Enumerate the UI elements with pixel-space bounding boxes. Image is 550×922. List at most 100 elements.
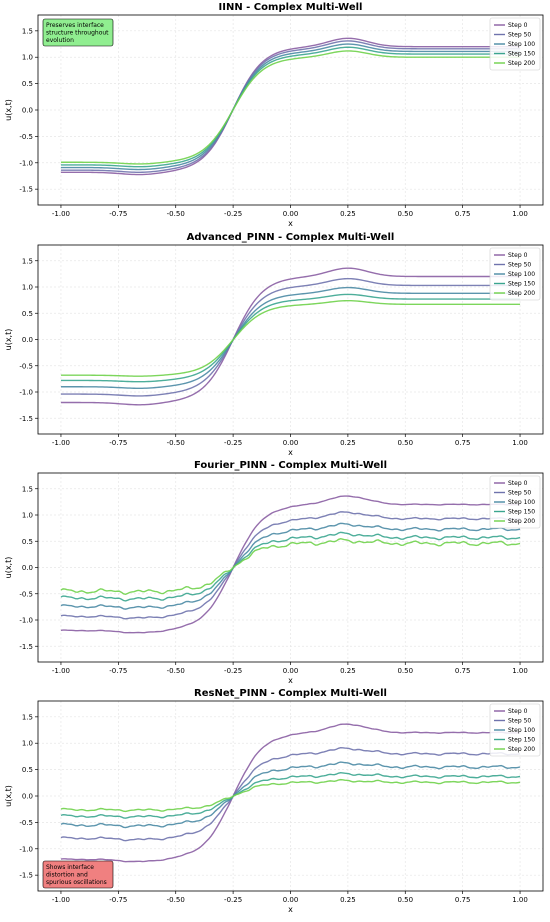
- annotation-text: evolution: [46, 37, 74, 44]
- y-tick-label: -1.5: [19, 186, 33, 194]
- series-line-step-0: [60, 723, 521, 863]
- x-tick-label: 0.25: [340, 896, 356, 904]
- x-tick-label: 0.75: [455, 896, 471, 904]
- legend-label: Step 150: [508, 509, 535, 516]
- x-tick-label: 0.50: [397, 667, 413, 675]
- x-tick-label: 1.00: [512, 896, 528, 904]
- series-line-step-50: [60, 277, 521, 397]
- chart-panel-4: ResNet_PINN - Complex Multi-Well -1.00 -0.…: [4, 688, 544, 914]
- legend-label: Step 150: [508, 51, 535, 58]
- x-axis-label: x: [288, 448, 293, 457]
- x-tick-label: -1.00: [52, 896, 70, 904]
- y-tick-label: -0.5: [19, 819, 33, 827]
- chart-panel-1: IINN - Complex Multi-Well-1.00 -0.75 -0.50…: [4, 2, 544, 228]
- series-line-step-150: [60, 771, 521, 819]
- y-axis-label: u(x,t): [4, 557, 13, 579]
- x-tick-label: 1.00: [512, 439, 528, 447]
- y-tick-label: 1.0: [22, 54, 33, 62]
- y-axis-label: u(x,t): [4, 329, 13, 351]
- x-tick-label: -0.75: [109, 896, 127, 904]
- series-lines: [60, 37, 521, 176]
- x-tick-label: -0.50: [167, 667, 185, 675]
- series-line-step-200: [60, 538, 521, 595]
- x-tick-label: -0.25: [224, 210, 242, 218]
- x-tick-label: 0.75: [455, 667, 471, 675]
- series-line-step-100: [60, 286, 521, 389]
- y-tick-label: -0.5: [19, 362, 33, 370]
- annotation-text: distortion and: [46, 872, 88, 879]
- x-tick-label: -0.25: [224, 896, 242, 904]
- y-tick-label: 0.0: [22, 793, 33, 801]
- legend-box: [489, 17, 541, 71]
- y-tick-label: 1.5: [22, 713, 33, 721]
- legend-box: [489, 475, 541, 529]
- legend-label: Step 0: [508, 480, 528, 487]
- x-tick-label: 0.75: [455, 439, 471, 447]
- y-tick-label: 0.5: [22, 766, 33, 774]
- annotation-text: Shows interface: [46, 864, 94, 871]
- legend-label: Step 50: [508, 32, 531, 39]
- y-tick-label: 1.0: [22, 740, 33, 748]
- series-line-step-0: [60, 37, 521, 176]
- grid-lines: [38, 473, 543, 662]
- chart-panel-2: Advanced_PINN - Complex Multi-Well -1.00 -…: [4, 232, 544, 457]
- y-tick-label: 1.5: [22, 27, 33, 35]
- x-axis-label: x: [288, 676, 293, 685]
- grid-lines: [38, 701, 543, 891]
- x-tick-label: -1.00: [52, 439, 70, 447]
- y-tick-label: -1.0: [19, 159, 33, 167]
- legend-label: Step 200: [508, 60, 535, 67]
- x-tick-label: -0.25: [224, 439, 242, 447]
- y-tick-label: -1.5: [19, 643, 33, 651]
- plot-frame: [37, 244, 544, 435]
- series-lines: [60, 495, 521, 634]
- y-tick-label: 0.5: [22, 310, 33, 318]
- legend: Step 0 Step 50 Step 100 Step 150 Step 200: [489, 247, 541, 301]
- x-tick-label: 0.50: [397, 210, 413, 218]
- legend-label: Step 0: [508, 708, 528, 715]
- series-line-step-100: [60, 522, 521, 610]
- x-tick-label: -0.75: [109, 667, 127, 675]
- legend-label: Step 0: [508, 22, 528, 29]
- grid-lines: [38, 15, 543, 205]
- legend: Step 0 Step 50 Step 100 Step 150 Step 200: [489, 17, 541, 71]
- y-axis-label: u(x,t): [4, 785, 13, 807]
- legend-label: Step 100: [508, 271, 535, 278]
- series-lines: [60, 267, 521, 406]
- series-line-step-50: [60, 40, 521, 173]
- y-tick-label: -0.5: [19, 590, 33, 598]
- x-tick-label: 0.50: [397, 439, 413, 447]
- y-tick-label: -1.0: [19, 617, 33, 625]
- chart-title: Advanced_PINN - Complex Multi-Well: [187, 232, 395, 243]
- series-line-step-150: [60, 46, 521, 168]
- x-tick-label: 0.00: [283, 210, 299, 218]
- chart-title: ResNet_PINN - Complex Multi-Well: [194, 688, 387, 699]
- y-tick-label: 0.5: [22, 80, 33, 88]
- legend: Step 0 Step 50 Step 100 Step 150 Step 200: [489, 475, 541, 529]
- y-tick-label: 1.0: [22, 512, 33, 520]
- x-tick-label: 0.25: [340, 210, 356, 218]
- grid-lines: [38, 245, 543, 434]
- annotation-text: spurious oscillations: [46, 879, 107, 886]
- series-line-step-200: [60, 50, 521, 165]
- series-line-step-100: [60, 761, 521, 829]
- series-lines: [60, 723, 521, 863]
- series-line-step-200: [60, 299, 521, 377]
- annotation-text: structure throughout: [46, 30, 109, 37]
- chart-title: IINN - Complex Multi-Well: [219, 2, 363, 13]
- x-axis-label: x: [288, 219, 293, 228]
- y-tick-label: 1.0: [22, 284, 33, 292]
- series-line-step-50: [60, 747, 521, 842]
- legend-label: Step 200: [508, 290, 535, 297]
- y-tick-label: -1.0: [19, 389, 33, 397]
- legend-label: Step 100: [508, 499, 535, 506]
- plot-frame: [37, 14, 544, 206]
- annotation-text: Preserves interface: [46, 22, 104, 29]
- x-tick-label: 0.00: [283, 667, 299, 675]
- x-tick-label: 0.00: [283, 896, 299, 904]
- x-tick-label: -0.75: [109, 210, 127, 218]
- series-line-step-150: [60, 293, 521, 383]
